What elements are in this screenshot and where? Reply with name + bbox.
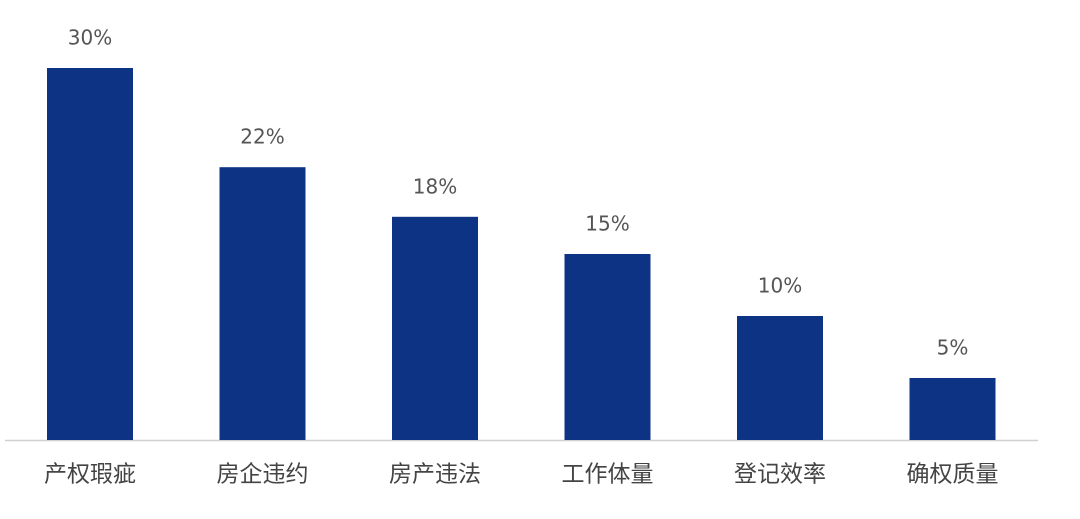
value-label: 10% [758, 274, 802, 298]
value-label: 18% [413, 174, 457, 198]
bar [219, 167, 306, 440]
bar [564, 254, 651, 440]
value-label: 30% [68, 26, 112, 50]
x-tick-label: 确权质量 [907, 462, 999, 488]
x-tick-label: 登记效率 [734, 462, 826, 488]
bar [47, 68, 133, 440]
bar [909, 378, 996, 440]
bar [392, 216, 478, 440]
x-tick-label: 工作体量 [562, 462, 654, 488]
bar [737, 316, 823, 440]
value-label: 22% [240, 125, 284, 149]
x-tick-label: 房产违法 [389, 462, 481, 488]
x-tick-label: 房企违约 [217, 462, 309, 488]
x-tick-label: 产权瑕疵 [44, 462, 136, 488]
value-label: 5% [937, 336, 969, 360]
value-label: 15% [585, 212, 629, 236]
